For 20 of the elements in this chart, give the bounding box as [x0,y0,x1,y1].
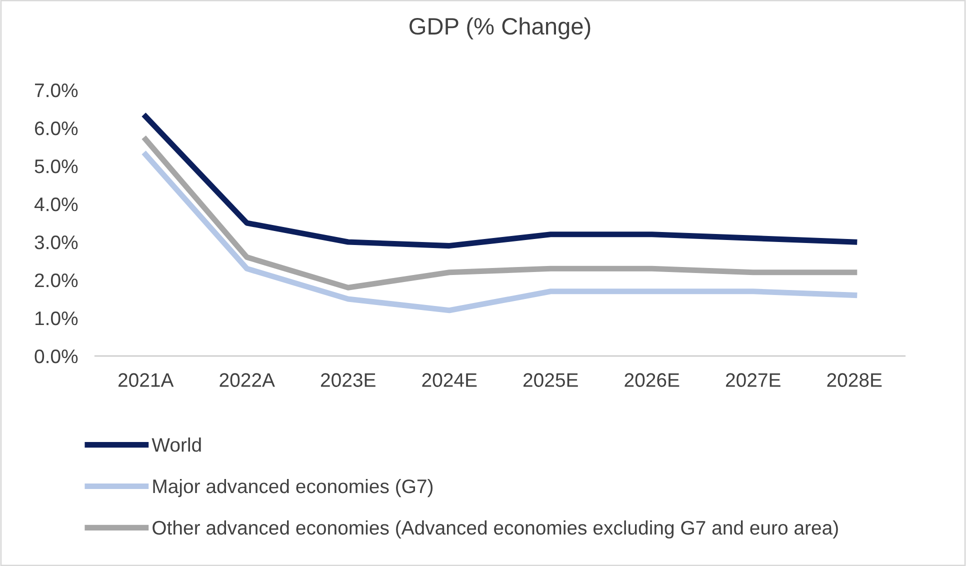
x-tick-label: 2027E [726,373,780,387]
x-tick-label: 2023E [320,373,376,387]
y-tick-label: 7.0% [35,83,78,98]
y-tick-label: 2.0% [34,273,78,288]
legend-label: Other advanced economies (Advanced economies excluding G7 and euro area) [152,520,838,539]
x-tick-label: 2024E [422,373,477,387]
legend-label: Major advanced economies (G7) [153,478,433,498]
y-tick-label: 5.0% [34,159,78,174]
x-tick-label: 2026E [624,373,680,387]
x-tick-label: 2021A [118,373,174,387]
x-tick-label: 2028E [827,373,882,387]
chart-title: GDP (% Change) [410,17,590,40]
x-tick-label: 2022A [220,373,275,387]
y-tick-label: 1.0% [36,311,78,326]
legend-label: World [152,438,201,452]
y-tick-label: 6.0% [35,121,78,136]
y-tick-label: 3.0% [34,235,78,250]
y-tick-label: 0.0% [34,349,78,364]
x-tick-label: 2025E [523,373,578,387]
y-tick-label: 4.0% [34,197,78,212]
